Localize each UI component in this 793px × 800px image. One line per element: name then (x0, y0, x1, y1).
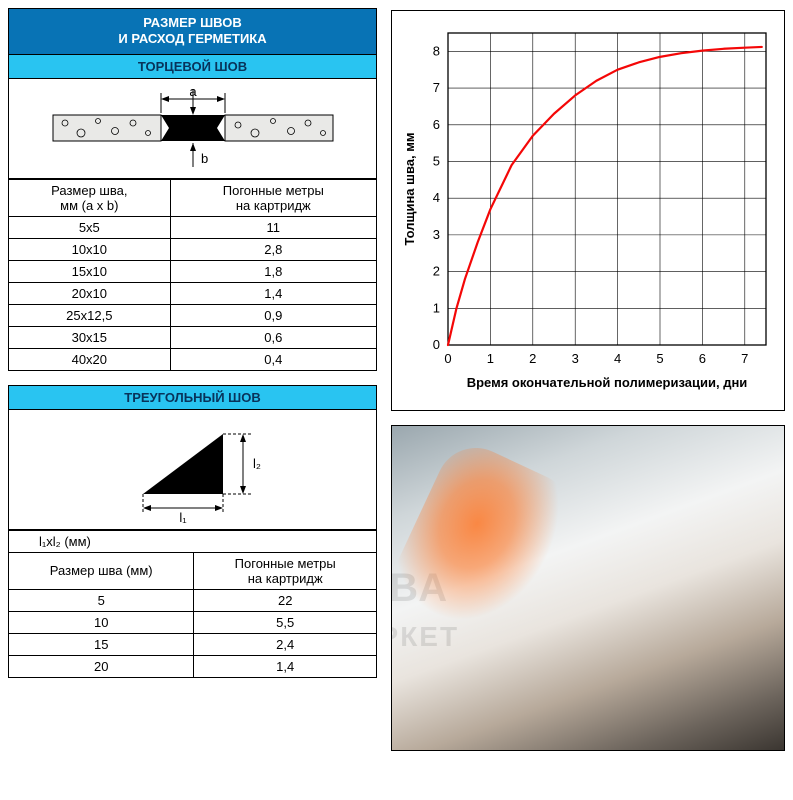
main-header-line1: РАЗМЕР ШВОВ (13, 15, 372, 31)
table-cell: 1,4 (170, 282, 376, 304)
table-cell: 2,4 (194, 633, 377, 655)
tri-sublabel: l₁xl₂ (мм) (9, 530, 194, 552)
cure-chart: 0 1 2 3 4 5 6 7 0 1 2 3 4 5 6 7 8 Время окончательной пол… (391, 10, 785, 411)
svg-text:4: 4 (433, 190, 440, 205)
svg-text:0: 0 (433, 337, 440, 352)
application-photo: АКВА МАРКЕТ (391, 425, 785, 751)
svg-text:6: 6 (699, 351, 706, 366)
svg-text:Толщина шва, мм: Толщина шва, мм (402, 133, 417, 246)
table-row: 15x101,8 (9, 260, 377, 282)
section-tri-title: ТРЕУГОЛЬНЫЙ ШОВ (8, 385, 377, 410)
svg-text:5: 5 (433, 153, 440, 168)
end-joint-table: Размер шва, мм (a x b) Погонные метры на… (8, 179, 377, 371)
tri-col1: Размер шва (мм) (9, 552, 194, 589)
table-cell: 30x15 (9, 326, 171, 348)
svg-text:7: 7 (741, 351, 748, 366)
table-row: 20x101,4 (9, 282, 377, 304)
table-cell: 0,6 (170, 326, 376, 348)
end-col1: Размер шва, мм (a x b) (9, 179, 171, 216)
table-cell: 5,5 (194, 611, 377, 633)
watermark: АКВА МАРКЕТ (391, 566, 459, 656)
svg-text:5: 5 (656, 351, 663, 366)
table-cell: 15x10 (9, 260, 171, 282)
table-cell: 1,4 (194, 655, 377, 677)
end-joint-diagram: a b (8, 79, 377, 179)
main-header-line2: И РАСХОД ГЕРМЕТИКА (13, 31, 372, 47)
svg-text:1: 1 (487, 351, 494, 366)
svg-text:3: 3 (433, 227, 440, 242)
table-row: 30x150,6 (9, 326, 377, 348)
table-cell: 20x10 (9, 282, 171, 304)
table-row: 201,4 (9, 655, 377, 677)
main-header: РАЗМЕР ШВОВ И РАСХОД ГЕРМЕТИКА (8, 8, 377, 55)
cure-chart-svg: 0 1 2 3 4 5 6 7 0 1 2 3 4 5 6 7 8 Время окончательной пол… (398, 21, 778, 401)
tri-col2: Погонные метры на картридж (194, 552, 377, 589)
right-column: 0 1 2 3 4 5 6 7 0 1 2 3 4 5 6 7 8 Время окончательной пол… (391, 8, 785, 751)
table-cell: 25x12,5 (9, 304, 171, 326)
left-column: РАЗМЕР ШВОВ И РАСХОД ГЕРМЕТИКА ТОРЦЕВОЙ … (8, 8, 377, 751)
table-cell: 5 (9, 589, 194, 611)
table-cell: 22 (194, 589, 377, 611)
table-cell: 5x5 (9, 216, 171, 238)
svg-text:b: b (201, 151, 208, 166)
table-cell: 15 (9, 633, 194, 655)
table-row: 25x12,50,9 (9, 304, 377, 326)
table-cell: 20 (9, 655, 194, 677)
end-joint-svg: a b (43, 83, 343, 173)
tri-joint-svg: l₁ l₂ (83, 414, 303, 524)
svg-text:6: 6 (433, 117, 440, 132)
table-row: 105,5 (9, 611, 377, 633)
table-cell: 2,8 (170, 238, 376, 260)
svg-text:l₂: l₂ (253, 456, 261, 471)
svg-text:l₁: l₁ (179, 510, 187, 524)
table-cell: 10x10 (9, 238, 171, 260)
table-cell: 0,9 (170, 304, 376, 326)
table-row: 5x511 (9, 216, 377, 238)
end-col2: Погонные метры на картридж (170, 179, 376, 216)
table-row: 522 (9, 589, 377, 611)
table-row: 40x200,4 (9, 348, 377, 370)
table-cell: 1,8 (170, 260, 376, 282)
table-row: 10x102,8 (9, 238, 377, 260)
svg-text:7: 7 (433, 80, 440, 95)
section-end-title: ТОРЦЕВОЙ ШОВ (8, 55, 377, 79)
svg-text:2: 2 (529, 351, 536, 366)
svg-text:2: 2 (433, 264, 440, 279)
svg-text:Время окончательной полимериза: Время окончательной полимеризации, дни (467, 375, 748, 390)
tri-joint-diagram: l₁ l₂ (8, 410, 377, 530)
table-cell: 11 (170, 216, 376, 238)
table-cell: 40x20 (9, 348, 171, 370)
table-cell: 0,4 (170, 348, 376, 370)
table-row: 152,4 (9, 633, 377, 655)
svg-text:8: 8 (433, 43, 440, 58)
svg-text:1: 1 (433, 300, 440, 315)
table-cell: 10 (9, 611, 194, 633)
tri-joint-table: l₁xl₂ (мм) Размер шва (мм) Погонные метр… (8, 530, 377, 678)
svg-text:3: 3 (572, 351, 579, 366)
svg-text:4: 4 (614, 351, 621, 366)
svg-text:0: 0 (444, 351, 451, 366)
